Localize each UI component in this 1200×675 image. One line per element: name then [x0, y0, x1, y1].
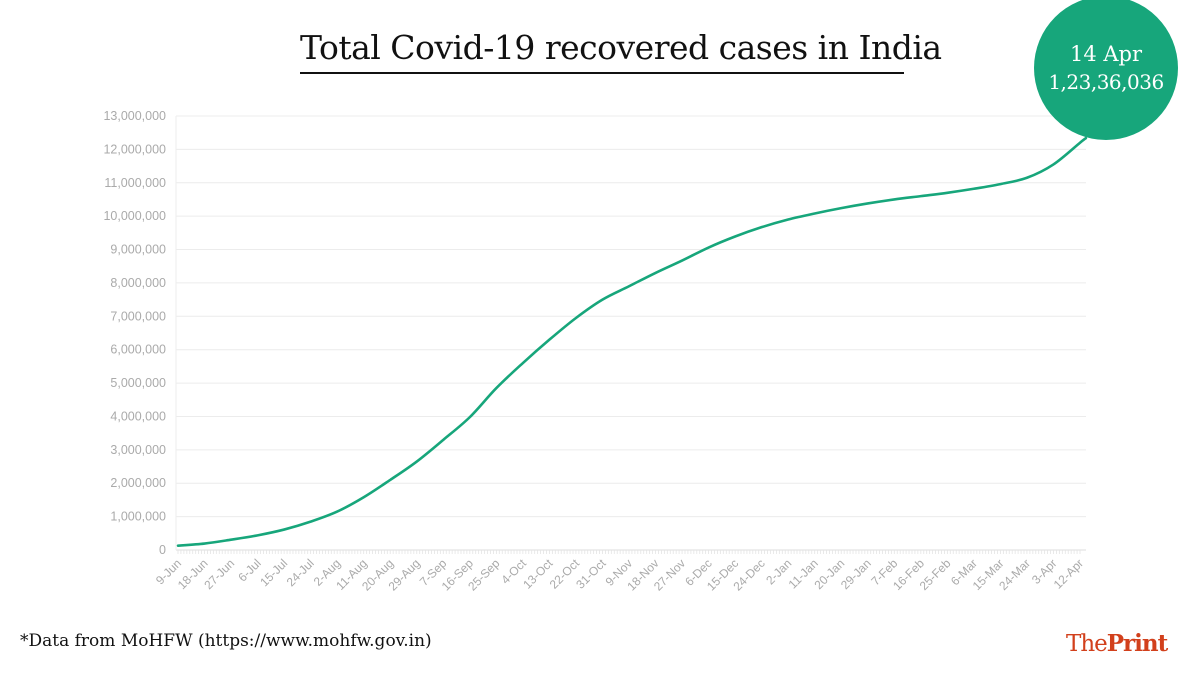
y-tick-label: 13,000,000: [103, 109, 166, 123]
y-tick-label: 2,000,000: [110, 476, 166, 490]
title-underline: [300, 72, 904, 74]
x-tick-label: 31-Oct: [573, 556, 609, 592]
latest-value-badge: 14 Apr 1,23,36,036: [1034, 0, 1178, 140]
x-tick-label: 24-Jul: [284, 556, 317, 589]
theprint-logo: ThePrint: [1066, 630, 1168, 657]
x-tick-label: 29-Jan: [838, 556, 874, 592]
x-tick-label: 12-Apr: [1051, 556, 1086, 591]
logo-the: The: [1066, 631, 1108, 657]
y-tick-label: 12,000,000: [103, 142, 166, 156]
logo-print: Print: [1106, 630, 1168, 657]
y-tick-label: 6,000,000: [110, 343, 166, 357]
y-tick-label: 1,000,000: [110, 510, 166, 524]
recovered-cases-line: [176, 136, 1088, 547]
y-tick-label: 3,000,000: [110, 443, 166, 457]
y-tick-label: 10,000,000: [103, 209, 166, 223]
y-tick-label: 4,000,000: [110, 409, 166, 423]
chart-title: Total Covid-19 recovered cases in India: [300, 28, 942, 67]
y-tick-label: 9,000,000: [110, 243, 166, 257]
y-tick-label: 11,000,000: [104, 176, 166, 190]
x-tick-label: 27-Jun: [201, 556, 237, 592]
x-tick-label: 15-Jul: [257, 556, 290, 589]
badge-value: 1,23,36,036: [1048, 70, 1164, 94]
y-tick-label: 7,000,000: [110, 309, 166, 323]
badge-date: 14 Apr: [1069, 42, 1143, 66]
y-tick-label: 5,000,000: [110, 376, 166, 390]
source-note: *Data from MoHFW (https://www.mohfw.gov.…: [20, 631, 432, 651]
y-tick-label: 8,000,000: [110, 276, 166, 290]
y-tick-label: 0: [159, 543, 166, 557]
